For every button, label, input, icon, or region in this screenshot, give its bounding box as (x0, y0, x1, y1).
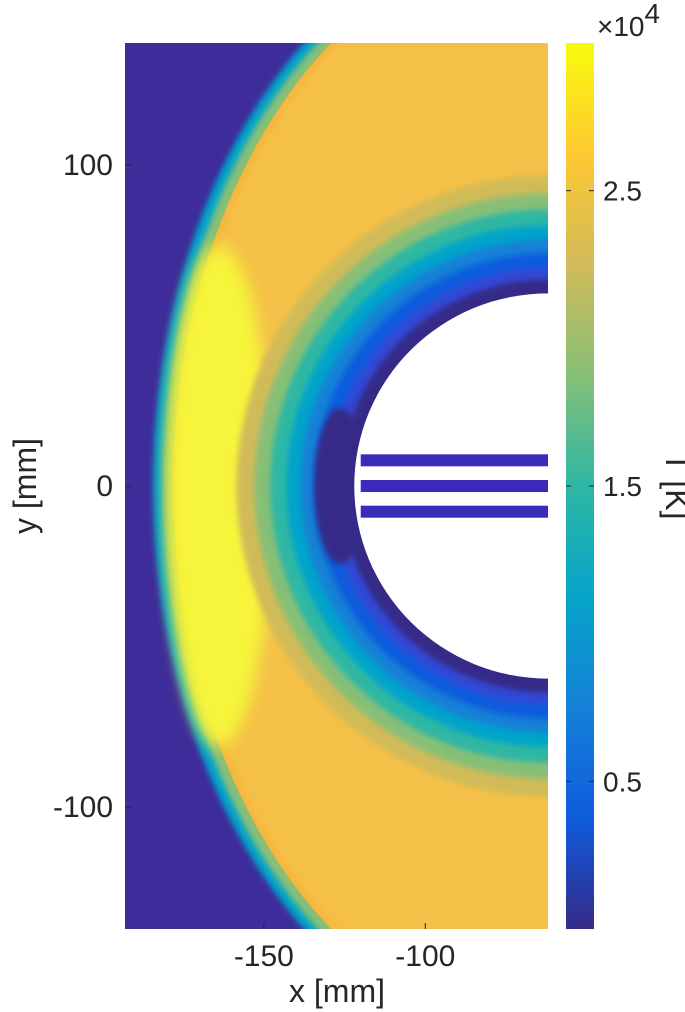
spike-wake (314, 408, 367, 564)
y-tick-label: 0 (96, 470, 113, 503)
y-tick-label: -100 (53, 791, 113, 824)
spike-0 (360, 454, 548, 467)
x-tick-label: -100 (395, 940, 455, 973)
x-axis-label: x [mm] (289, 973, 385, 1009)
colorbar-tick-label: 2.5 (603, 176, 642, 207)
colorbar-tick-label: 0.5 (603, 766, 642, 797)
y-axis-ticks: 100 0 -100 (53, 149, 131, 824)
colorbar-multiplier: ×104 (597, 0, 660, 42)
y-axis-label: y [mm] (7, 438, 43, 534)
hot-core (167, 246, 272, 746)
spike-2 (360, 505, 548, 518)
x-tick-label: -150 (234, 940, 294, 973)
colorbar-ticks: 2.5 1.5 0.5 (566, 176, 642, 797)
colorbar-label: T [K] (659, 453, 685, 520)
x-axis-ticks: -150 -100 (234, 923, 455, 973)
temperature-field (125, 43, 548, 929)
colorbar-tick-label: 1.5 (603, 471, 642, 502)
spike-1 (360, 480, 548, 492)
y-tick-label: 100 (63, 149, 113, 182)
